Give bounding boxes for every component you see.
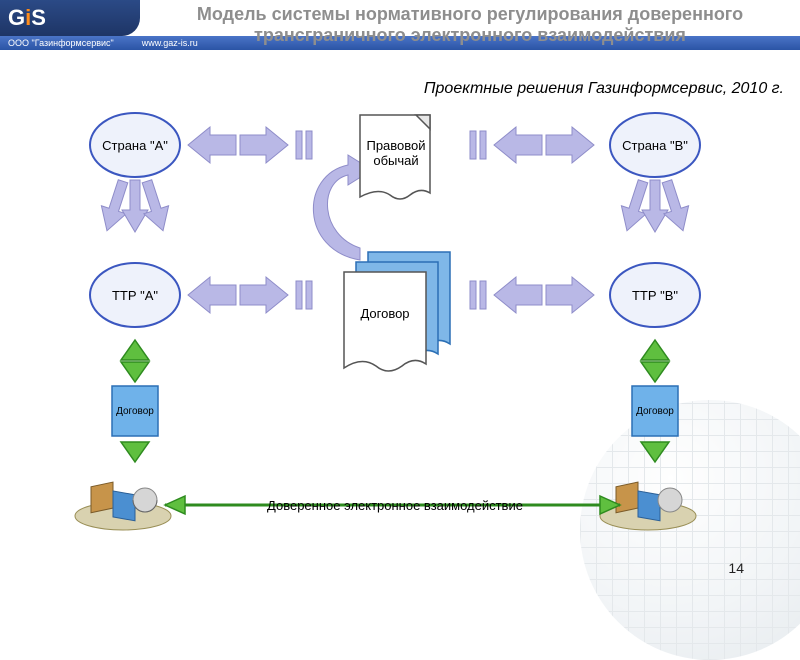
label-trusted-interaction: Доверенное электронное взаимодействие — [200, 494, 590, 516]
label-contract: Договор — [344, 298, 426, 328]
label-ttp-b: ТТР "В" — [610, 276, 700, 316]
label-legal-custom: Правовой обычай — [360, 128, 432, 178]
label-ttp-a: ТТР "А" — [90, 276, 180, 316]
resources-left-icon — [75, 482, 171, 530]
label-small-contract-a: Договор — [112, 394, 158, 430]
page-number: 14 — [728, 560, 744, 576]
label-country-a: Страна "А" — [90, 126, 180, 166]
label-country-b: Страна "В" — [610, 126, 700, 166]
label-small-contract-b: Договор — [632, 394, 678, 430]
